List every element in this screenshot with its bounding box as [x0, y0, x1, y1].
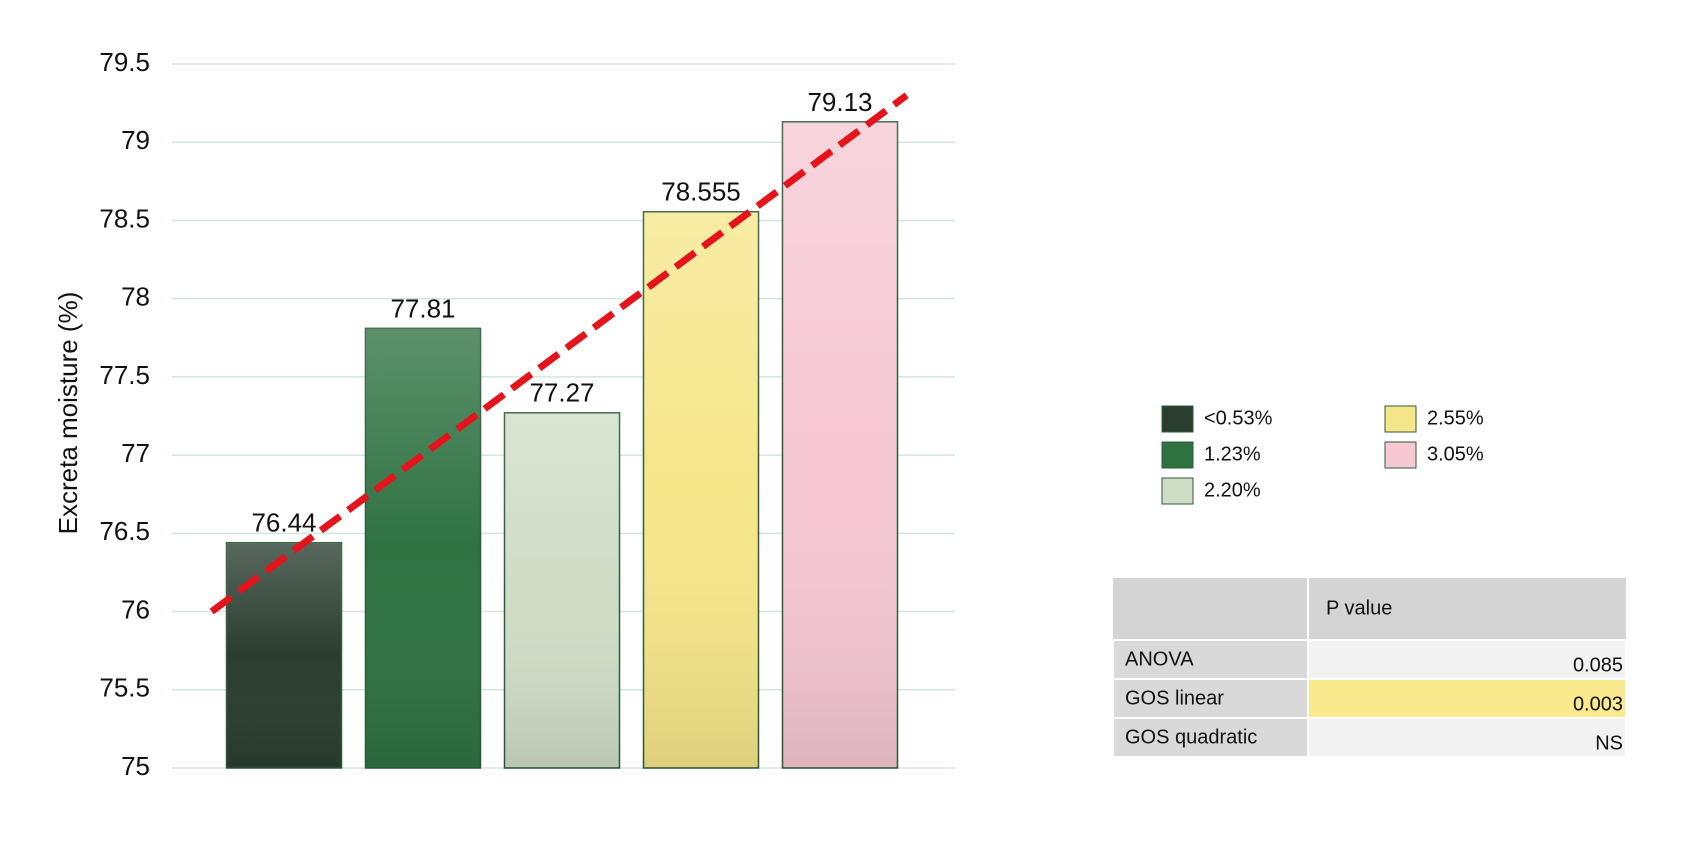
y-tick-label: 75 — [121, 751, 150, 781]
y-tick-label: 78 — [121, 282, 150, 312]
value-label: 76.44 — [251, 508, 316, 538]
bar — [225, 541, 343, 769]
table-value: NS — [1595, 732, 1623, 754]
table-row-label: GOS linear — [1125, 687, 1224, 709]
y-tick-label: 75.5 — [99, 673, 150, 703]
table-header-cell — [1308, 578, 1626, 640]
y-tick-label: 76 — [121, 594, 150, 624]
legend-swatch — [1161, 477, 1194, 505]
bar — [503, 412, 621, 769]
y-tick-label: 77 — [121, 438, 150, 468]
bar — [781, 121, 899, 769]
value-label: 78.555 — [661, 177, 741, 207]
y-tick-label: 76.5 — [99, 516, 150, 546]
bar — [364, 327, 482, 769]
value-label: 77.81 — [390, 293, 455, 323]
legend-label: 2.20% — [1204, 479, 1261, 501]
legend-swatch — [1384, 441, 1417, 469]
table-value: 0.003 — [1573, 693, 1623, 715]
legend-label: <0.53% — [1204, 407, 1273, 429]
y-tick-label: 79.5 — [99, 47, 150, 77]
table-value-cell — [1307, 639, 1627, 680]
legend-label: 1.23% — [1204, 443, 1261, 465]
table-row-label: ANOVA — [1125, 648, 1194, 670]
y-tick-label: 79 — [121, 125, 150, 155]
value-label: 77.27 — [529, 378, 594, 408]
table-row-label: GOS quadratic — [1125, 726, 1257, 748]
y-tick-label: 77.5 — [99, 360, 150, 390]
legend-swatch — [1161, 405, 1194, 433]
table-value: 0.085 — [1573, 654, 1623, 676]
legend-label: 2.55% — [1427, 407, 1484, 429]
legend-label: 3.05% — [1427, 443, 1484, 465]
table-header: P value — [1326, 597, 1392, 619]
y-axis-title: Excreta moisture (%) — [53, 292, 83, 535]
y-tick-label: 78.5 — [99, 203, 150, 233]
trend-line — [209, 92, 909, 615]
value-label: 79.13 — [807, 87, 872, 117]
table-header-cell — [1113, 578, 1308, 640]
legend-swatch — [1384, 405, 1417, 433]
table-row-label-cell — [1112, 639, 1309, 680]
bar — [642, 211, 760, 769]
legend-swatch — [1161, 441, 1194, 469]
table-value-cell — [1307, 717, 1627, 758]
